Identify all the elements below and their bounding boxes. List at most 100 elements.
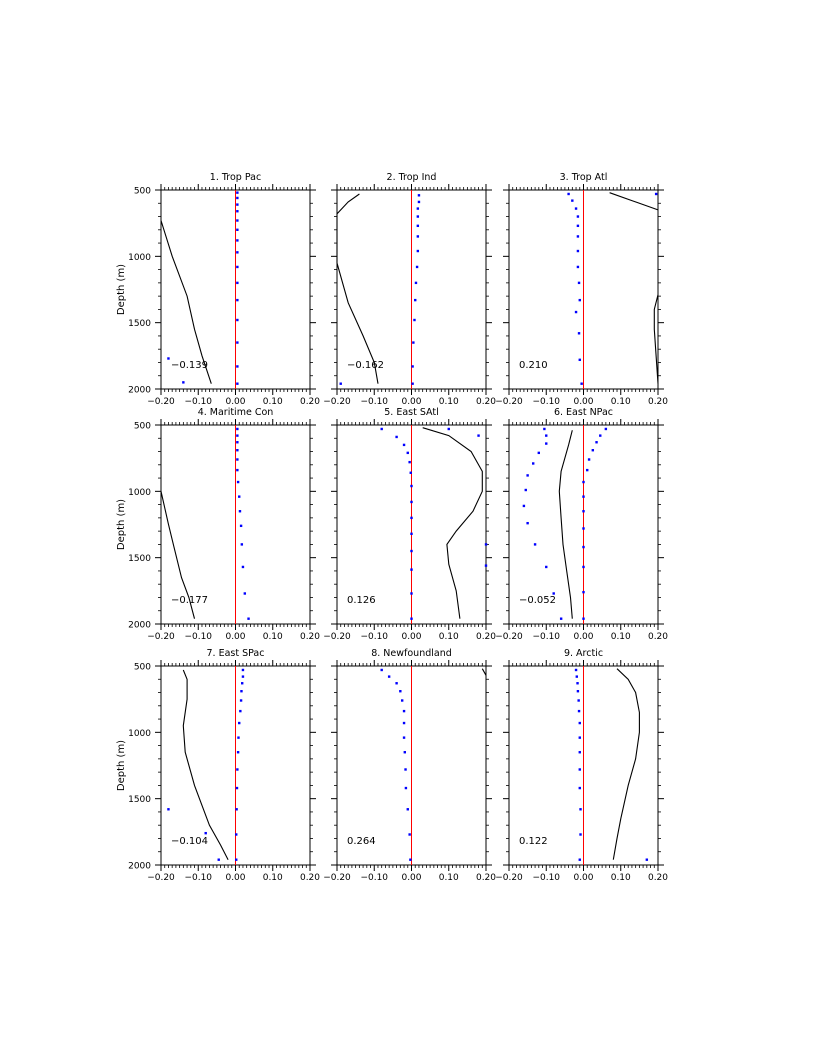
profile-dot — [236, 210, 239, 213]
y-tick-label: 1500 — [128, 554, 151, 564]
profile-dot — [574, 310, 578, 314]
x-tick-label: −0.10 — [184, 632, 212, 642]
profile-dot — [236, 434, 239, 437]
x-tick-label: −0.20 — [323, 632, 351, 642]
panel-annotation: −0.052 — [519, 595, 556, 606]
profile-dot — [522, 504, 526, 508]
profile-dot — [577, 281, 581, 285]
profile-dot — [236, 751, 240, 754]
profile-dot — [236, 441, 239, 444]
profile-dot — [580, 382, 583, 385]
profile-dot — [241, 565, 245, 569]
panel-title: 9. Arctic — [564, 648, 603, 659]
y-tick-label: 500 — [134, 187, 151, 197]
profile-dot — [604, 427, 608, 431]
profile-dot — [447, 427, 450, 431]
panel-annotation: −0.162 — [347, 360, 384, 371]
profile-dot — [579, 808, 582, 811]
profile-dot — [238, 510, 242, 513]
profile-dot — [411, 382, 414, 385]
panel-4: −0.20 −0.10 0.00 0.10 0.20 500 1000 1500 2000 4. … — [116, 407, 320, 642]
profile-dot — [167, 808, 170, 811]
profile-dot — [595, 441, 598, 444]
profile-dot — [576, 215, 580, 218]
profile-dot — [237, 736, 240, 739]
profile-dot — [182, 381, 185, 384]
profile-dot — [591, 449, 595, 452]
profile-dot — [240, 690, 243, 693]
x-tick-label: −0.10 — [360, 632, 388, 642]
y-axis-label: Depth (m) — [116, 499, 127, 550]
x-tick-label: 0.20 — [300, 873, 320, 883]
profile-dot — [410, 532, 413, 535]
profile-dot — [236, 228, 239, 231]
profile-dot — [416, 235, 420, 238]
profile-dot — [524, 488, 527, 492]
profile-dot — [414, 281, 418, 285]
profile-dot — [236, 768, 239, 771]
x-tick-label: 0.00 — [401, 397, 421, 407]
profile-line — [558, 430, 573, 619]
x-tick-label: −0.10 — [184, 397, 212, 407]
x-tick-label: −0.10 — [532, 397, 560, 407]
x-tick-label: −0.20 — [147, 632, 175, 642]
x-tick-label: −0.20 — [323, 397, 351, 407]
profile-line — [336, 193, 379, 384]
profile-dot — [380, 427, 383, 431]
x-tick-label: 0.10 — [611, 873, 631, 883]
profile-line — [653, 294, 659, 384]
profile-dot — [582, 495, 585, 498]
profile-dot — [415, 265, 419, 269]
panel-annotation: 0.210 — [519, 360, 548, 371]
x-tick-label: 0.20 — [648, 397, 668, 407]
profile-dot — [236, 298, 239, 302]
profile-dot — [387, 675, 391, 678]
profile-dot — [238, 721, 241, 725]
profile-dot — [395, 682, 398, 685]
profile-dot — [236, 382, 239, 385]
profile-dot — [599, 434, 602, 437]
y-tick-label: 500 — [134, 663, 151, 673]
profile-dot — [411, 365, 414, 368]
profile-dot — [410, 500, 413, 504]
profile-dot — [241, 668, 245, 672]
profile-dot — [409, 858, 412, 861]
profile-dot — [654, 192, 658, 196]
panel-title: 3. Trop Atl — [560, 172, 608, 183]
y-tick-label: 1500 — [128, 795, 151, 805]
profile-dot — [404, 768, 407, 771]
profile-dot — [204, 831, 207, 835]
profile-dot — [406, 808, 409, 811]
x-tick-label: 0.10 — [439, 873, 459, 883]
profile-dot — [545, 442, 548, 445]
profile-dot — [236, 427, 239, 431]
profile-dot — [402, 721, 406, 725]
profile-dot — [416, 224, 420, 228]
x-tick-label: 0.20 — [648, 873, 668, 883]
profile-dot — [167, 357, 170, 360]
profile-dot — [582, 545, 585, 549]
profile-dot — [235, 833, 238, 836]
profile-dot — [577, 332, 581, 335]
profile-dot — [484, 543, 488, 546]
profile-dot — [240, 543, 244, 546]
y-tick-label: 1000 — [128, 488, 151, 498]
profile-dot — [586, 468, 589, 472]
profile-dot — [236, 341, 239, 344]
profile-dot — [532, 462, 535, 465]
panel-annotation: −0.139 — [171, 360, 208, 371]
profile-dot — [236, 281, 239, 285]
profile-dot — [578, 298, 581, 302]
profile-dot — [526, 521, 529, 525]
profile-dot — [406, 451, 409, 455]
profile-dot — [576, 249, 580, 253]
profile-dot — [236, 239, 239, 242]
profile-dot — [410, 549, 413, 553]
profile-dot — [217, 858, 220, 861]
profile-dot — [236, 196, 239, 200]
panel-1: −0.20 −0.10 0.00 0.10 0.20 500 1000 1500 2000 1. … — [116, 172, 320, 407]
x-tick-label: 0.10 — [263, 397, 283, 407]
y-tick-label: 1000 — [128, 729, 151, 739]
profile-dot — [236, 468, 239, 472]
profile-line — [609, 192, 659, 211]
